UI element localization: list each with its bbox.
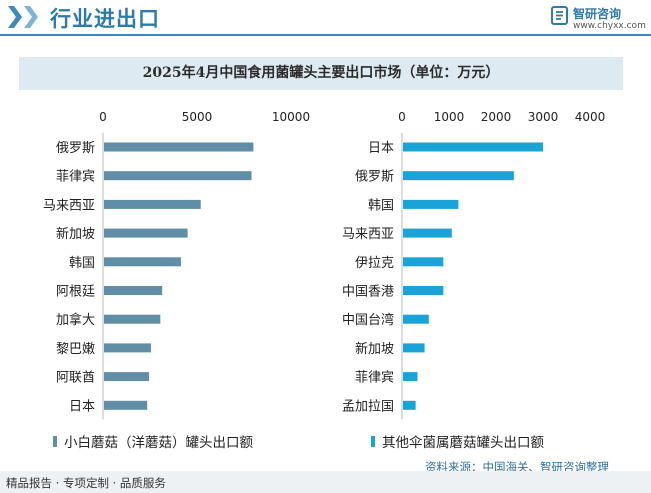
logo-name: 智研咨询 bbox=[573, 7, 622, 21]
category-label: 加拿大 bbox=[56, 312, 95, 328]
x-tick-label: 1000 bbox=[434, 110, 465, 124]
bar bbox=[403, 228, 452, 238]
bar bbox=[104, 257, 182, 267]
category-label: 阿根廷 bbox=[56, 285, 95, 300]
category-label: 中国台湾 bbox=[342, 312, 394, 328]
legend-label: 其他伞菌属蘑菇罐头出口额 bbox=[382, 435, 544, 451]
category-label: 日本 bbox=[69, 399, 95, 414]
category-label: 黎巴嫩 bbox=[56, 342, 95, 357]
section-title: 行业进出口 bbox=[50, 7, 160, 31]
category-label: 俄罗斯 bbox=[56, 141, 95, 156]
bar bbox=[403, 142, 543, 152]
bar bbox=[403, 343, 425, 353]
category-label: 孟加拉国 bbox=[342, 399, 394, 414]
legend-swatch bbox=[53, 435, 57, 447]
category-label: 菲律宾 bbox=[355, 370, 394, 386]
header: 行业进出口 智研咨询 www.chyxx.com bbox=[0, 0, 651, 40]
bar bbox=[104, 199, 201, 209]
category-label: 中国香港 bbox=[342, 285, 394, 300]
bar bbox=[403, 400, 416, 410]
bar bbox=[104, 171, 252, 181]
x-tick-label: 5000 bbox=[182, 110, 213, 124]
bar bbox=[104, 372, 150, 382]
category-label: 阿联酋 bbox=[56, 370, 95, 386]
category-label: 马来西亚 bbox=[43, 198, 95, 213]
bar bbox=[403, 314, 429, 324]
logo-icon bbox=[551, 6, 568, 25]
legend-item-left: 小白蘑菇（洋蘑菇）罐头出口额 bbox=[53, 431, 253, 451]
category-label: 伊拉克 bbox=[355, 256, 394, 271]
category-label: 菲律宾 bbox=[56, 169, 95, 185]
bar bbox=[403, 257, 444, 267]
source-note: 资料来源：中国海关、智研咨询整理 bbox=[425, 460, 609, 474]
category-label: 新加坡 bbox=[56, 226, 95, 242]
bar bbox=[104, 228, 188, 238]
chart-title: 2025年4月中国食用菌罐头主要出口市场（单位：万元） bbox=[142, 65, 500, 81]
bar bbox=[403, 372, 418, 382]
charts-area: 0 5000 10000俄罗斯菲律宾马来西亚新加坡韩国阿根廷加拿大黎巴嫩阿联酋日本 … bbox=[43, 110, 606, 420]
bar bbox=[104, 142, 254, 152]
logo: 智研咨询 www.chyxx.com bbox=[551, 4, 646, 34]
legend-swatch bbox=[371, 435, 375, 447]
x-tick-label: 2000 bbox=[481, 110, 512, 124]
category-label: 日本 bbox=[368, 141, 394, 156]
x-tick-label: 4000 bbox=[575, 110, 606, 124]
bar bbox=[104, 314, 161, 324]
x-tick-label: 0 bbox=[99, 110, 107, 124]
bar bbox=[104, 400, 148, 410]
bar bbox=[104, 343, 151, 353]
legend-item-right: 其他伞菌属蘑菇罐头出口额 bbox=[371, 431, 544, 451]
x-tick-label: 3000 bbox=[528, 110, 559, 124]
legend-label: 小白蘑菇（洋蘑菇）罐头出口额 bbox=[64, 435, 253, 451]
bar bbox=[403, 199, 459, 209]
logo-url: www.chyxx.com bbox=[573, 21, 646, 31]
x-tick-label: 10000 bbox=[272, 110, 310, 124]
category-label: 马来西亚 bbox=[342, 227, 394, 242]
category-label: 俄罗斯 bbox=[355, 170, 394, 185]
x-tick-label: 0 bbox=[398, 110, 406, 124]
category-label: 新加坡 bbox=[355, 341, 394, 357]
header-divider bbox=[0, 34, 651, 36]
bar bbox=[403, 286, 444, 295]
chevron-right-icon bbox=[8, 6, 22, 28]
right-bar-chart: 0 1000 2000 3000 4000 日本俄罗斯韩国马来西亚伊拉克中国香港中国台湾新… bbox=[342, 110, 606, 420]
chevron-right-icon bbox=[24, 6, 38, 28]
bar bbox=[104, 286, 163, 295]
chart-title-band: 2025年4月中国食用菌罐头主要出口市场（单位：万元） bbox=[19, 57, 623, 90]
category-label: 韩国 bbox=[69, 256, 95, 271]
footer-text: 精品报告 · 专项定制 · 品质服务 bbox=[6, 476, 166, 490]
bar bbox=[403, 171, 514, 181]
category-label: 韩国 bbox=[368, 198, 394, 213]
footer-bar bbox=[0, 471, 651, 493]
